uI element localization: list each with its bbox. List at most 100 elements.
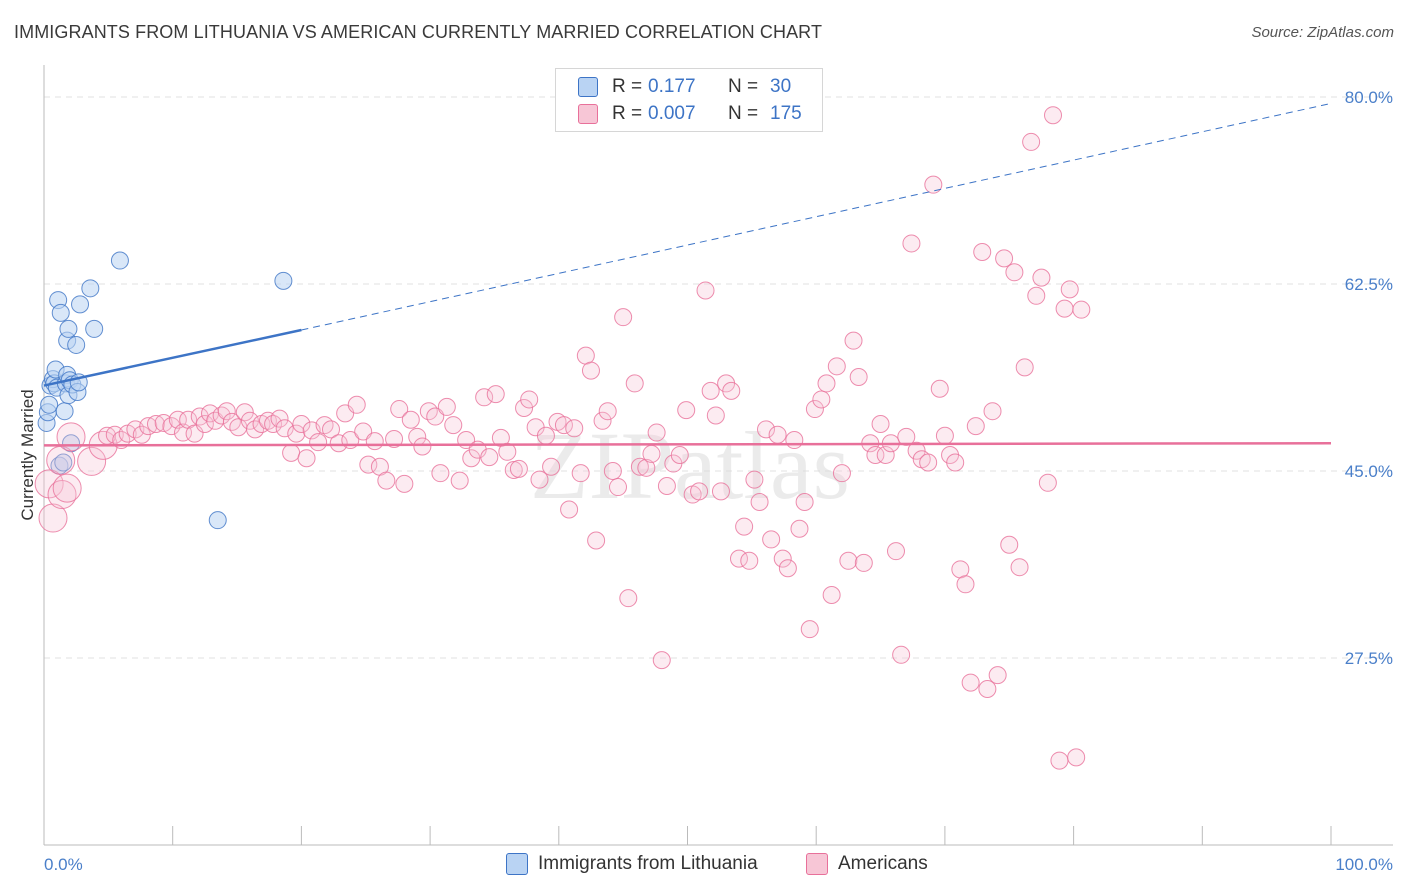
points-layer xyxy=(34,106,1091,770)
point-americans xyxy=(966,417,985,436)
bottom-legend-swatch-pink xyxy=(806,853,828,875)
point-americans xyxy=(401,410,420,429)
point-lithuania xyxy=(55,402,74,421)
point-americans xyxy=(978,680,997,698)
point-americans xyxy=(768,425,787,444)
point-americans xyxy=(773,549,792,568)
y-tick-label: 80.0% xyxy=(1345,88,1393,107)
point-lithuania xyxy=(59,319,78,338)
point-americans xyxy=(822,585,841,604)
point-americans xyxy=(34,469,64,499)
point-americans xyxy=(951,560,970,579)
x-tick-label: 100.0% xyxy=(1335,855,1393,874)
point-americans xyxy=(38,503,68,533)
point-americans xyxy=(282,443,301,462)
point-americans xyxy=(876,446,895,464)
point-americans xyxy=(778,559,797,578)
point-americans xyxy=(827,357,846,376)
trend-layer xyxy=(43,102,1332,447)
chart-title: IMMIGRANTS FROM LITHUANIA VS AMERICAN CU… xyxy=(14,22,823,42)
point-americans xyxy=(935,426,954,445)
point-americans xyxy=(762,530,781,549)
point-lithuania xyxy=(81,279,100,298)
point-americans xyxy=(670,446,689,464)
point-americans xyxy=(800,620,819,639)
point-americans xyxy=(235,403,254,422)
legend-r-value: 0.007 xyxy=(648,103,696,124)
point-americans xyxy=(560,500,579,519)
trend-line-lithuania xyxy=(43,328,302,387)
point-americans xyxy=(785,431,804,450)
point-americans xyxy=(630,457,649,476)
grid-layer xyxy=(44,96,1393,659)
point-americans xyxy=(817,374,836,393)
point-americans xyxy=(603,462,622,481)
point-americans xyxy=(657,476,676,495)
x-tick-label: 0.0% xyxy=(44,855,83,874)
point-americans xyxy=(542,457,561,476)
point-americans xyxy=(258,411,277,430)
point-americans xyxy=(924,175,943,194)
point-americans xyxy=(598,402,617,421)
point-americans xyxy=(1038,473,1057,492)
point-americans xyxy=(637,458,656,477)
point-americans xyxy=(486,385,505,404)
point-americans xyxy=(988,666,1007,685)
point-americans xyxy=(919,453,938,472)
legend-swatch-blue xyxy=(578,77,598,97)
point-americans xyxy=(329,434,348,453)
legend-r-label: R = xyxy=(612,103,643,124)
point-americans xyxy=(735,517,754,536)
point-americans xyxy=(897,427,916,446)
point-americans xyxy=(354,422,373,441)
point-americans xyxy=(1050,751,1069,770)
point-americans xyxy=(431,464,450,483)
legend-n-label: N = xyxy=(728,103,759,124)
point-americans xyxy=(365,432,384,451)
point-americans xyxy=(437,397,456,416)
point-americans xyxy=(946,453,965,472)
point-americans xyxy=(812,390,831,409)
point-americans xyxy=(1055,299,1074,318)
point-americans xyxy=(711,482,730,501)
legend-r-value: 0.177 xyxy=(648,76,696,97)
point-americans xyxy=(961,673,980,692)
point-americans xyxy=(844,331,863,350)
point-americans xyxy=(509,459,528,478)
point-americans xyxy=(593,411,612,430)
point-americans xyxy=(1032,268,1051,287)
point-americans xyxy=(1044,106,1063,125)
legend-row-blue: R = 0.177 N = 30 xyxy=(578,75,791,99)
point-americans xyxy=(347,395,366,414)
point-americans xyxy=(1005,263,1024,282)
point-americans xyxy=(805,400,824,419)
labels-layer: 27.5% 45.0% 62.5% 80.0% 0.0% 100.0% xyxy=(44,88,1393,874)
point-lithuania xyxy=(85,319,104,338)
point-americans xyxy=(1067,748,1086,767)
point-americans xyxy=(983,402,1002,421)
point-americans xyxy=(690,482,709,501)
legend-n-label: N = xyxy=(728,76,759,97)
legend-n-value: 175 xyxy=(770,103,802,124)
point-americans xyxy=(139,417,158,436)
point-americans xyxy=(892,645,911,664)
point-americans xyxy=(1022,132,1041,151)
point-americans xyxy=(52,473,82,503)
point-americans xyxy=(530,470,549,489)
point-americans xyxy=(902,234,921,253)
point-lithuania xyxy=(71,295,90,314)
legend-r-label: R = xyxy=(612,76,643,97)
point-americans xyxy=(413,437,432,456)
point-americans xyxy=(77,446,107,476)
point-americans xyxy=(309,433,328,452)
point-americans xyxy=(832,464,851,483)
bottom-legend-label-pink: Americans xyxy=(838,853,928,874)
point-americans xyxy=(498,442,517,461)
point-americans xyxy=(973,242,992,261)
point-americans xyxy=(1072,300,1091,319)
point-americans xyxy=(536,426,555,445)
point-americans xyxy=(609,478,628,497)
point-americans xyxy=(450,471,469,490)
point-americans xyxy=(652,651,671,670)
